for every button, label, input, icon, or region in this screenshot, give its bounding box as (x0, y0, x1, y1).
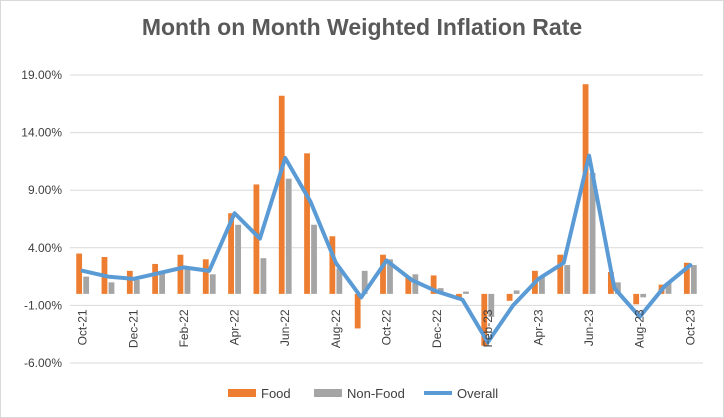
bar-non-food (513, 290, 520, 294)
legend-label-non-food: Non-Food (347, 386, 405, 401)
bar-non-food (589, 172, 596, 294)
y-tick-label: 14.00% (21, 126, 62, 140)
x-tick-label: Oct-22 (380, 309, 394, 345)
bar-non-food (336, 268, 343, 294)
x-tick-label: Apr-22 (228, 309, 242, 345)
x-tick-label: Feb-23 (481, 309, 495, 347)
bar-non-food (564, 265, 571, 294)
bar-non-food (235, 224, 241, 294)
bar-food (202, 259, 209, 294)
chart-title: Month on Month Weighted Inflation Rate (141, 14, 583, 40)
bar-food (126, 270, 133, 294)
legend-label-food: Food (261, 386, 291, 401)
x-tick-label: Oct-23 (683, 309, 697, 345)
bar-food (405, 276, 412, 294)
bar-food (329, 236, 336, 294)
bar-non-food (463, 291, 469, 294)
legend-swatch-non-food (314, 389, 342, 397)
bar-food (228, 213, 234, 294)
bar-non-food (83, 276, 90, 294)
bar-non-food (311, 224, 317, 294)
x-tick-label: Dec-22 (430, 309, 444, 348)
y-tick-label: 19.00% (21, 68, 62, 82)
bar-food (278, 95, 285, 294)
bar-food (177, 254, 184, 294)
bar-food (557, 254, 564, 294)
bar-food (76, 253, 83, 294)
bar-non-food (640, 293, 647, 298)
bar-non-food (133, 280, 140, 294)
bar-non-food (361, 270, 368, 294)
bar-non-food (209, 274, 216, 294)
bar-food (253, 184, 260, 294)
x-tick-label: Aug-23 (633, 309, 647, 348)
x-tick-label: Oct-21 (76, 309, 90, 345)
bar-food (506, 293, 513, 301)
bar-food (683, 262, 690, 294)
x-tick-label: Feb-22 (177, 309, 191, 347)
line-overall (80, 153, 693, 345)
x-tick-label: Apr-23 (531, 309, 545, 345)
bar-non-food (387, 259, 393, 294)
bar-non-food (690, 265, 697, 294)
bar-non-food (665, 282, 672, 294)
bar-non-food (159, 273, 166, 294)
y-tick-label: 4.00% (28, 241, 62, 255)
y-tick-label: -1.00% (24, 298, 62, 312)
bar-food (380, 254, 386, 294)
bar-non-food (488, 293, 495, 317)
y-tick-label: -6.00% (24, 356, 62, 370)
legend-swatch-food (228, 389, 256, 397)
bar-food (582, 84, 589, 294)
bar-food (481, 293, 488, 346)
legend-label-overall: Overall (457, 386, 498, 401)
bar-food (152, 263, 159, 294)
x-tick-label: Dec-21 (126, 309, 140, 348)
x-tick-label: Jun-22 (278, 309, 292, 346)
y-tick-label: 9.00% (28, 183, 62, 197)
bar-non-food (614, 282, 621, 294)
bar-non-food (108, 282, 115, 294)
bar-food (430, 275, 437, 294)
bar-food (633, 293, 640, 305)
bar-non-food (184, 268, 191, 294)
bar-non-food (412, 274, 419, 294)
bar-non-food (260, 258, 267, 294)
x-tick-label: Jun-23 (582, 309, 596, 346)
bar-non-food (539, 276, 545, 294)
bar-food (607, 271, 614, 294)
x-tick-label: Aug-22 (329, 309, 343, 348)
bar-food (304, 153, 310, 294)
bar-food (354, 293, 361, 329)
bar-non-food (285, 178, 292, 294)
